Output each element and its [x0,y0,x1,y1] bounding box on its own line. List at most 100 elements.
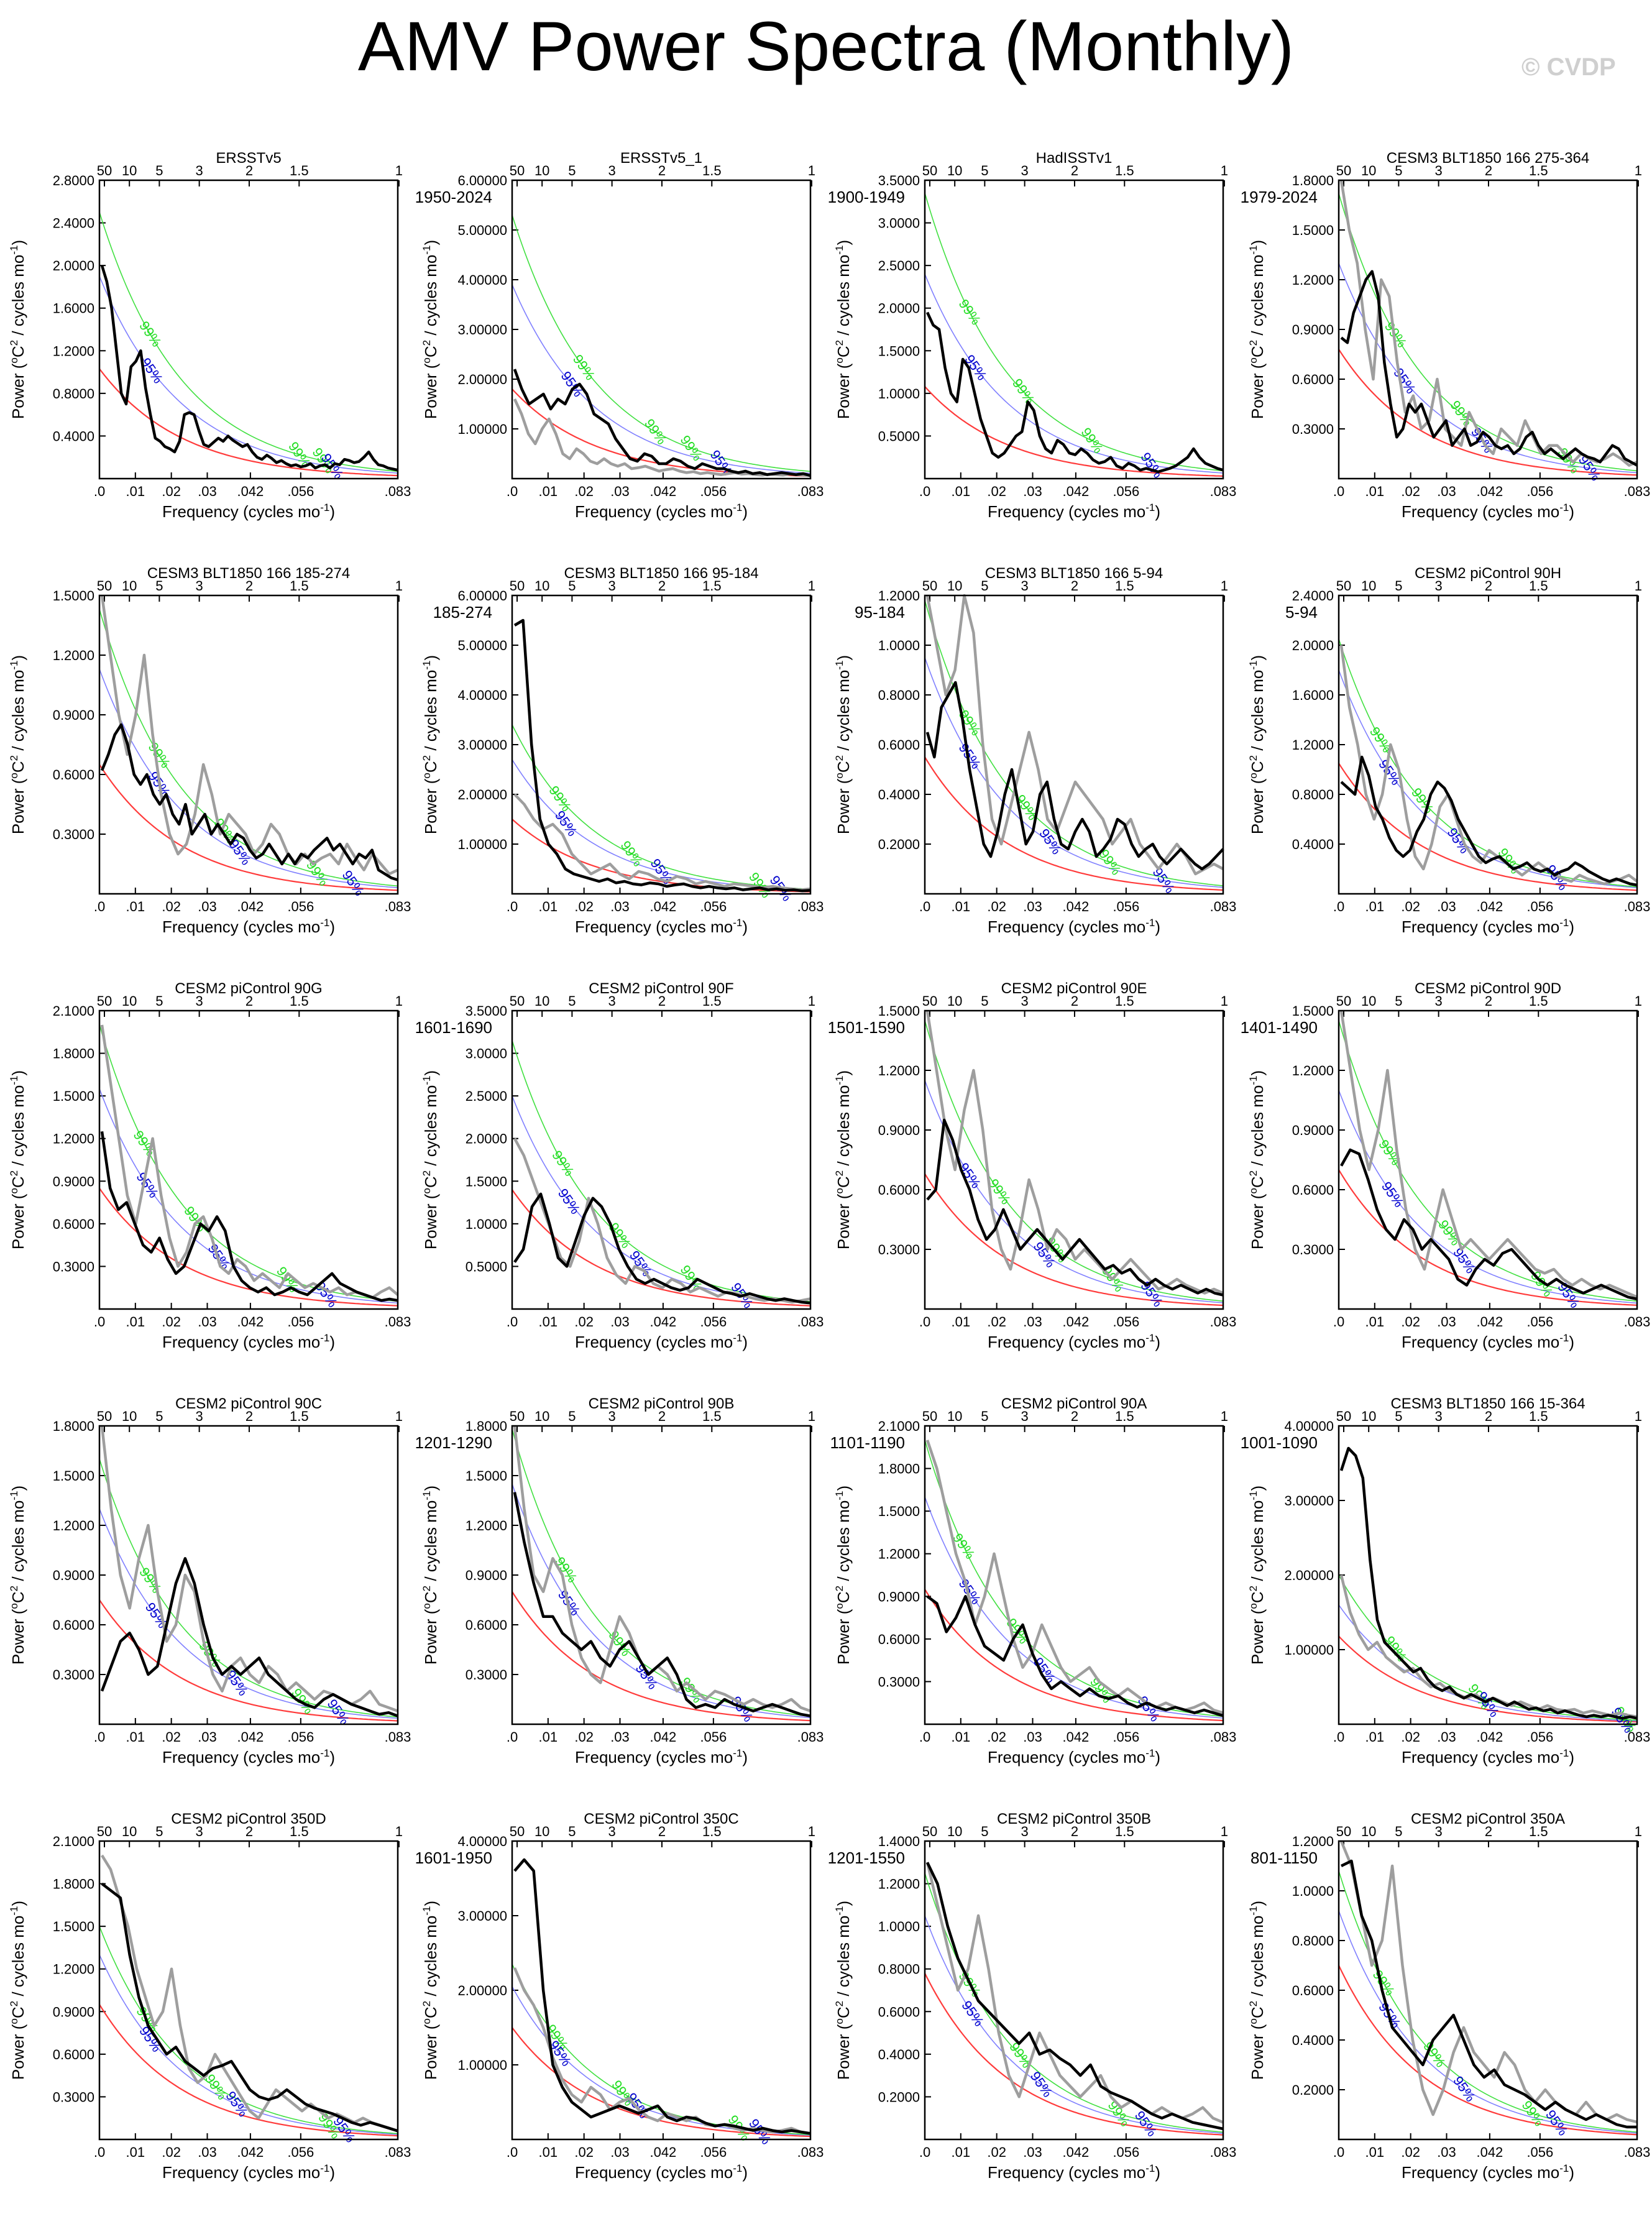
plot-frame [511,179,812,480]
plot-area: 1201-1290 50 10 5 3 2 1.5 1 .0 .01 .02 .03 .042 .056.… [8,1408,492,1766]
period-tick-label: 1.5 [1115,578,1134,594]
period-tick-label: 5 [1395,163,1402,178]
spectrum-chart: 185-274 50 10 5 3 2 1.5 1 .0 .01 .02 .03 .042 .056 .08… [8,565,492,936]
period-label: 1601-1950 [415,1849,492,1867]
y-tick-label: 1.5000 [1292,1003,1334,1019]
observed-series [513,1192,811,1305]
freq-tick-label: .01 [126,899,145,914]
y-tick-label: 2.0000 [466,1131,507,1147]
period-tick-label: 3 [196,163,203,178]
y-axis-label: Power (oC2 / cycles mo-1) [8,655,27,834]
period-tick-label: 2 [1485,163,1492,178]
x-axis-label: Frequency (cycles mo-1) [162,1747,335,1766]
sig99-curve [512,724,811,890]
observed-series [925,311,1224,474]
period-tick-label: 1 [808,578,815,594]
y-tick-label: 0.8000 [1292,1933,1334,1949]
y-tick-label: 1.0000 [878,638,920,653]
freq-tick-label: .03 [610,1314,630,1330]
freq-tick-label: .01 [952,1729,971,1745]
period-tick-label: 1.5 [1529,993,1548,1009]
period-tick-label: 3 [1435,1824,1443,1839]
red-noise-curve [512,1591,811,1722]
observed-series [925,1862,1224,2131]
sig95-curve [99,1509,398,1719]
freq-tick-label: .02 [574,2144,594,2160]
panel-title: ERSSTv5_1 [620,150,702,167]
period-tick-label: 10 [122,993,137,1009]
period-tick-label: 1 [395,993,403,1009]
y-tick-label: 0.6000 [53,1216,94,1232]
y-tick-label: 0.3000 [53,827,94,842]
spectrum-chart: 401-75050105321.51.0.01.02.03.042.056.08… [1247,1811,1650,2182]
sig95-curve [924,273,1224,474]
period-label: 1401-1490 [1241,1018,1318,1037]
plot-area: 1101-1190 50 10 5 3 2 1.5 1 .0 .01 .02 .03 .042 .056.… [421,1408,905,1766]
freq-tick-label: .042 [1062,2144,1089,2160]
plot-area: 1301-139050105321.51.0.01.02.03.042.056.… [1247,993,1650,1351]
figure-title: AMV Power Spectra (Monthly) [357,7,1295,85]
y-tick-label: 2.1000 [53,1834,94,1849]
freq-tick-label: .083 [1210,1314,1237,1330]
plot-frame [924,1425,1224,1725]
y-tick-label: 0.9000 [53,707,94,723]
observed-series [513,369,811,477]
period-tick-label: 10 [1361,993,1376,1009]
y-tick-label: 0.6000 [1292,1983,1334,1998]
period-tick-label: 1 [1635,993,1642,1009]
freq-tick-label: .0 [1333,1314,1344,1330]
panel-title: ERSSTv5 [216,150,281,167]
period-tick-label: 50 [922,163,937,178]
y-tick-label: 1.8000 [53,1418,94,1434]
period-label: 801-1150 [1250,1849,1318,1867]
comparison-series [925,594,1224,876]
period-tick-label: 5 [568,163,576,178]
freq-tick-label: .02 [574,1314,594,1330]
y-tick-label: 1.2000 [1292,1834,1334,1849]
plot-frame [924,1009,1224,1310]
y-tick-label: 3.0000 [466,1046,507,1062]
y-tick-label: 1.2000 [878,1877,920,1892]
y-tick-label: 0.3000 [1292,1242,1334,1257]
y-tick-label: 0.5000 [466,1259,507,1274]
x-axis-label: Frequency (cycles mo-1) [575,917,748,936]
y-axis-label: Power (oC2 / cycles mo-1) [421,240,440,419]
period-tick-label: 5 [1395,578,1402,594]
plot-frame [1338,1840,1638,2141]
freq-tick-label: .056 [287,899,314,914]
comparison-series [100,595,398,876]
period-label: 1101-1190 [830,1433,905,1452]
x-axis-label: Frequency (cycles mo-1) [575,2162,748,2182]
y-tick-label: 1.8000 [466,1418,507,1434]
y-tick-label: 1.8000 [53,1046,94,1062]
sig99-label: 99% [145,740,174,771]
period-label: 185-274 [433,603,492,622]
y-axis-label: Power (oC2 / cycles mo-1) [833,1486,853,1665]
freq-tick-label: .01 [539,899,558,914]
period-tick-label: 5 [981,1408,988,1424]
freq-tick-label: .03 [1023,484,1042,499]
period-tick-label: 1.5 [702,1824,722,1839]
period-tick-label: 10 [1361,578,1376,594]
freq-tick-label: .02 [574,484,594,499]
sig95-curve [512,284,811,474]
y-axis-label: Power (oC2 / cycles mo-1) [8,1486,27,1665]
y-tick-label: 0.3000 [878,1674,920,1689]
period-tick-label: 3 [608,163,616,178]
freq-tick-label: .056 [1526,484,1553,499]
freq-tick-label: .03 [198,899,217,914]
x-axis-label: Frequency (cycles mo-1) [988,502,1160,521]
plot-frame [511,594,812,895]
freq-tick-label: .083 [797,2144,824,2160]
sig99-curve [924,193,1224,472]
spectrum-chart: 1601-1690 50 10 5 3 2 1.5 1 .0 .01 .02 .03 .042 .056.… [8,980,492,1351]
sig99-curve [99,1024,398,1302]
period-tick-label: 1.5 [290,1824,309,1839]
period-tick-label: 10 [947,1408,962,1424]
freq-tick-label: .03 [1023,1729,1042,1745]
period-tick-label: 2 [246,1408,253,1424]
period-tick-label: 3 [1021,578,1029,594]
x-axis-label: Frequency (cycles mo-1) [988,917,1160,936]
plot-area: 1701-179050105321.51.0.01.02.03.042.056.… [1247,578,1650,936]
y-tick-label: 2.5000 [466,1088,507,1104]
